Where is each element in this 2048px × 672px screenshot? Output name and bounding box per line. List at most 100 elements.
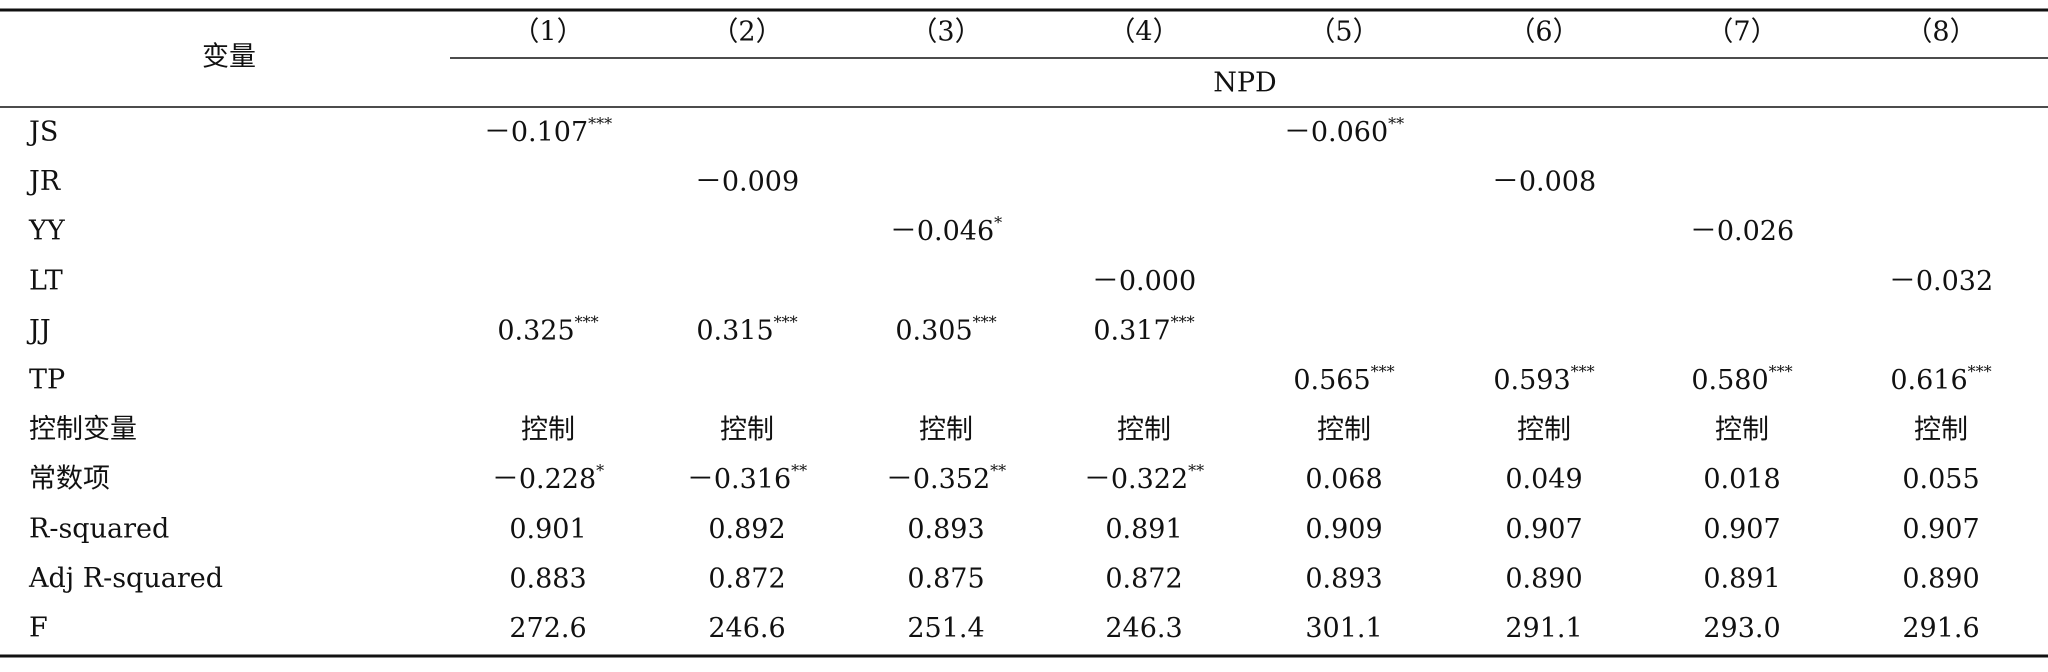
cell-value: 272.6 bbox=[509, 613, 586, 644]
cell-value: 246.6 bbox=[708, 613, 785, 644]
cell-value: 0.891 bbox=[1703, 563, 1780, 594]
cell: 0.018 bbox=[1703, 464, 1780, 495]
cell: －0.000 bbox=[1092, 265, 1196, 296]
cell: 控制 bbox=[919, 414, 973, 445]
significance-stars: *** bbox=[774, 312, 798, 331]
cell-value: 0.049 bbox=[1505, 464, 1582, 495]
significance-stars: ** bbox=[990, 461, 1006, 480]
cell-value: 291.6 bbox=[1902, 613, 1979, 644]
cell-value: 0.018 bbox=[1703, 464, 1780, 495]
cell: 0.875 bbox=[907, 563, 984, 594]
cell-value: 0.907 bbox=[1902, 513, 1979, 544]
cell: 0.872 bbox=[1105, 563, 1182, 594]
significance-stars: *** bbox=[1371, 362, 1395, 381]
cell: 控制 bbox=[1914, 414, 1968, 445]
significance-stars: * bbox=[994, 213, 1002, 232]
significance-stars: * bbox=[596, 461, 604, 480]
cell: 246.6 bbox=[708, 613, 785, 644]
cell-value: 控制 bbox=[1517, 414, 1571, 445]
cell: 0.893 bbox=[907, 513, 984, 544]
cell-value: 0.068 bbox=[1305, 464, 1382, 495]
cell: 控制 bbox=[1117, 414, 1171, 445]
significance-stars: *** bbox=[588, 114, 612, 133]
cell-value: －0.032 bbox=[1889, 265, 1993, 296]
cell-value: －0.107 bbox=[484, 117, 588, 148]
significance-stars: *** bbox=[1769, 362, 1793, 381]
cell: 0.055 bbox=[1902, 464, 1979, 495]
cell: 0.883 bbox=[509, 563, 586, 594]
row-label: JJ bbox=[26, 315, 51, 346]
cell: －0.107*** bbox=[484, 114, 612, 148]
significance-stars: *** bbox=[575, 312, 599, 331]
cell: 0.872 bbox=[708, 563, 785, 594]
cell: 0.907 bbox=[1505, 513, 1582, 544]
cell: 控制 bbox=[1317, 414, 1371, 445]
cell-value: 0.305 bbox=[895, 315, 972, 346]
cell-value: 251.4 bbox=[907, 613, 984, 644]
cell: 272.6 bbox=[509, 613, 586, 644]
cell: 0.890 bbox=[1505, 563, 1582, 594]
cell-value: －0.228 bbox=[492, 464, 596, 495]
cell: 0.565*** bbox=[1293, 362, 1394, 396]
cell-value: 控制 bbox=[720, 414, 774, 445]
cell: 251.4 bbox=[907, 613, 984, 644]
group-header: NPD bbox=[1213, 68, 1276, 99]
significance-stars: *** bbox=[1171, 312, 1195, 331]
cell: －0.032 bbox=[1889, 265, 1993, 296]
row-label: Adj R-squared bbox=[28, 563, 223, 594]
cell-value: 0.893 bbox=[1305, 563, 1382, 594]
cell-value: 0.890 bbox=[1505, 563, 1582, 594]
cell: －0.008 bbox=[1492, 166, 1596, 197]
cell: 0.909 bbox=[1305, 513, 1382, 544]
cell: 0.907 bbox=[1902, 513, 1979, 544]
cell-value: －0.322 bbox=[1084, 464, 1188, 495]
cell: 291.1 bbox=[1505, 613, 1582, 644]
cell: 0.580*** bbox=[1691, 362, 1792, 396]
significance-stars: *** bbox=[1571, 362, 1595, 381]
significance-stars: *** bbox=[1968, 362, 1992, 381]
column-header: （1） bbox=[512, 17, 583, 48]
cell: －0.060** bbox=[1284, 114, 1404, 148]
cell: －0.352** bbox=[886, 461, 1006, 495]
cell: 0.907 bbox=[1703, 513, 1780, 544]
cell-value: －0.026 bbox=[1690, 216, 1794, 247]
cell-value: －0.009 bbox=[695, 166, 799, 197]
significance-stars: ** bbox=[791, 461, 807, 480]
cell: 301.1 bbox=[1305, 613, 1382, 644]
column-header: （2） bbox=[711, 17, 782, 48]
column-header: （6） bbox=[1508, 17, 1579, 48]
cell: 0.891 bbox=[1703, 563, 1780, 594]
cell-value: 控制 bbox=[1914, 414, 1968, 445]
column-header: （8） bbox=[1905, 17, 1976, 48]
cell-value: 0.325 bbox=[497, 315, 574, 346]
cell: －0.228* bbox=[492, 461, 604, 495]
cell: 0.901 bbox=[509, 513, 586, 544]
cell-value: 0.893 bbox=[907, 513, 984, 544]
cell-value: 0.883 bbox=[509, 563, 586, 594]
cell: 0.893 bbox=[1305, 563, 1382, 594]
row-label: 控制变量 bbox=[29, 414, 137, 445]
cell: －0.322** bbox=[1084, 461, 1204, 495]
cell-value: 0.892 bbox=[708, 513, 785, 544]
cell: 0.315*** bbox=[696, 312, 797, 346]
cell-value: 0.315 bbox=[696, 315, 773, 346]
cell: －0.026 bbox=[1690, 216, 1794, 247]
column-header: （5） bbox=[1308, 17, 1379, 48]
row-label: 常数项 bbox=[29, 464, 110, 495]
cell-value: －0.008 bbox=[1492, 166, 1596, 197]
row-label: R-squared bbox=[29, 513, 169, 544]
significance-stars: *** bbox=[973, 312, 997, 331]
cell: 0.616*** bbox=[1890, 362, 1991, 396]
cell: 0.891 bbox=[1105, 513, 1182, 544]
cell-value: 控制 bbox=[1117, 414, 1171, 445]
column-header: （7） bbox=[1706, 17, 1777, 48]
cell-value: 291.1 bbox=[1505, 613, 1582, 644]
cell: 控制 bbox=[1715, 414, 1769, 445]
row-label: JS bbox=[26, 117, 58, 148]
cell-value: 0.580 bbox=[1691, 365, 1768, 396]
cell: 291.6 bbox=[1902, 613, 1979, 644]
cell-value: 0.901 bbox=[509, 513, 586, 544]
cell: 控制 bbox=[521, 414, 575, 445]
cell: 0.593*** bbox=[1493, 362, 1594, 396]
